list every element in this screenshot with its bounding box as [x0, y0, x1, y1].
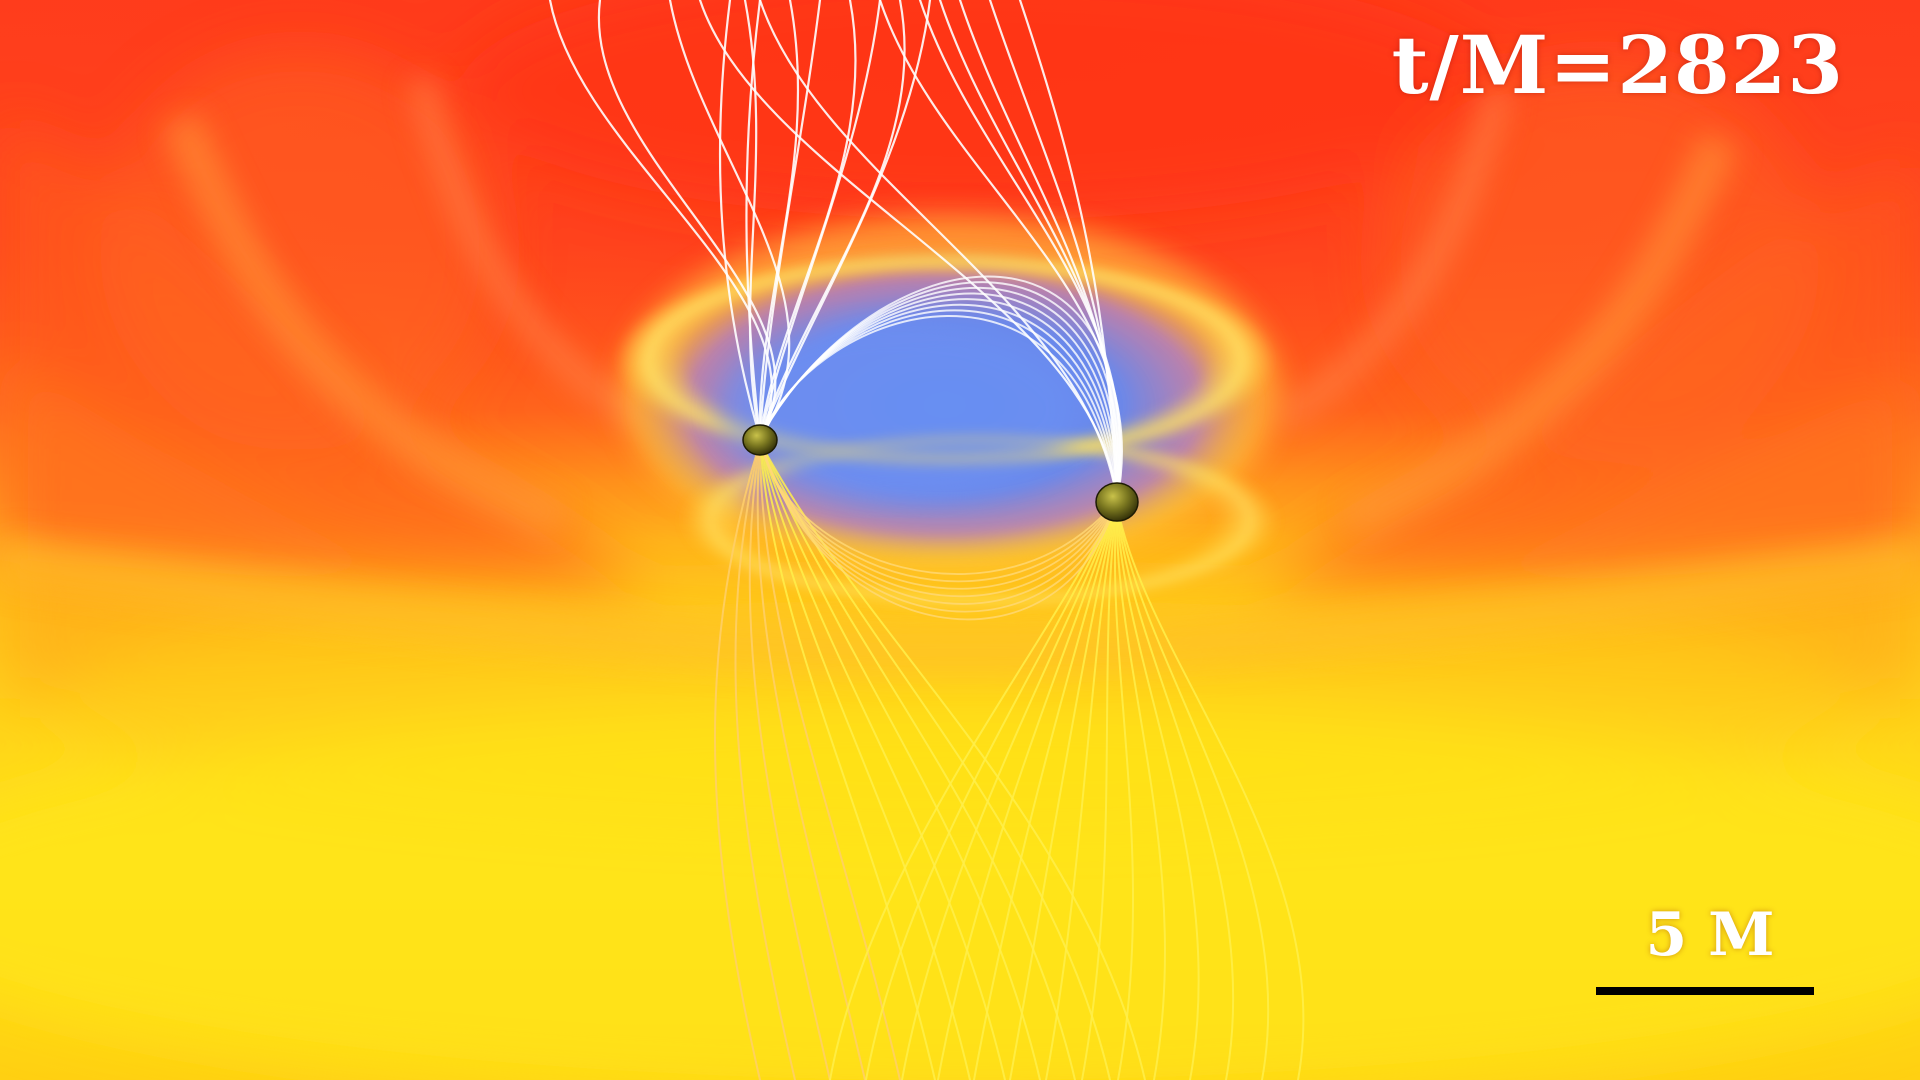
field-line	[1081, 503, 1118, 1080]
field-line	[597, 0, 777, 440]
field-line	[759, 441, 936, 1080]
field-line	[1115, 503, 1167, 1080]
field-line	[1113, 503, 1135, 1080]
field-line	[958, 0, 1119, 502]
field-line	[748, 441, 831, 1080]
field-line	[937, 503, 1118, 1080]
field-line	[759, 441, 1076, 1080]
field-line	[901, 503, 1118, 1080]
field-line	[745, 0, 762, 440]
field-line	[1116, 503, 1235, 1080]
field-line	[756, 441, 866, 1080]
field-line	[1116, 503, 1270, 1080]
field-line	[1018, 0, 1119, 502]
field-line	[758, 0, 1119, 502]
field-line	[759, 441, 1006, 1080]
black-hole-right	[1095, 482, 1139, 522]
field-line	[758, 0, 822, 440]
field-line	[759, 441, 971, 1080]
field-line	[1045, 503, 1118, 1080]
field-line	[734, 441, 796, 1080]
field-line	[759, 437, 1118, 621]
field-line	[548, 0, 773, 440]
magnetic-field-lines	[548, 0, 1305, 1080]
field-line	[1009, 503, 1118, 1080]
field-line	[1116, 503, 1200, 1080]
field-line	[759, 441, 901, 1080]
field-line	[759, 441, 1041, 1080]
plasma-wisps	[0, 76, 1920, 676]
field-line	[718, 0, 762, 440]
accretion-disk-cavity	[615, 215, 1280, 610]
field-line	[865, 503, 1118, 1080]
field-line	[829, 503, 1118, 1080]
field-line	[668, 0, 791, 440]
scale-label: 5 M	[1645, 900, 1775, 970]
time-label: t/M=2823	[1391, 18, 1844, 112]
field-line	[714, 441, 761, 1080]
black-hole-left	[742, 424, 778, 456]
field-line	[759, 275, 1121, 501]
scale-bar	[1596, 987, 1814, 995]
field-line	[973, 503, 1118, 1080]
field-line	[1116, 503, 1305, 1080]
